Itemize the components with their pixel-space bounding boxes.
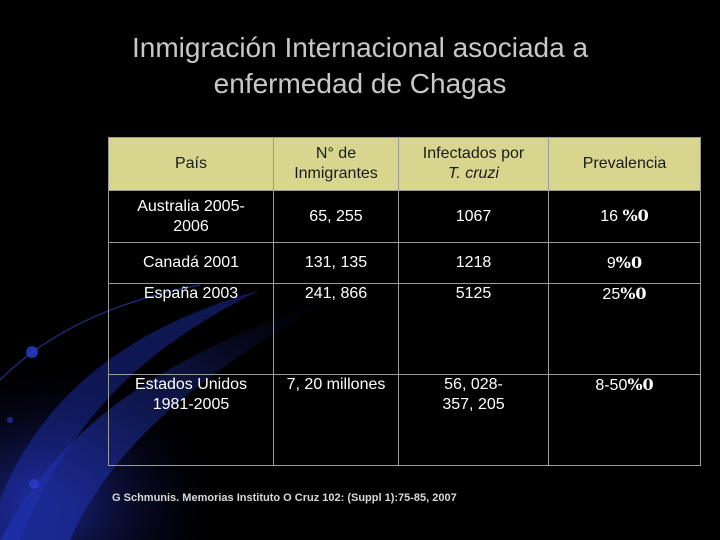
prevalencia-value: 16 (600, 208, 623, 225)
prevalencia-unit: %0 (615, 252, 643, 272)
header-pais-label: País (174, 155, 207, 172)
table-row: Australia 2005- 2006 65, 255 1067 16 %0 (108, 189, 701, 244)
header-inmigrantes-line-2: Inmigrantes (294, 165, 378, 182)
slide-title: Inmigración Internacional asociada a enf… (40, 30, 680, 102)
cell-prevalencia: 8-50%0 (548, 373, 701, 467)
cell-pais: Estados Unidos 1981-2005 (108, 373, 274, 467)
table-row: Estados Unidos 1981-2005 7, 20 millones … (108, 373, 701, 467)
prevalencia-value: 25 (602, 286, 621, 304)
cell-infectados: 1218 (398, 242, 549, 285)
prevalencia-value: 9 (606, 254, 616, 272)
header-prevalencia-label: Prevalencia (582, 155, 667, 172)
cell-prevalencia: 25%0 (548, 283, 701, 375)
cell-inmigrantes: 131, 135 (273, 242, 399, 285)
header-prevalencia: Prevalencia (548, 137, 701, 191)
cell-inmigrantes: 7, 20 millones (273, 373, 399, 467)
title-line-2: enfermedad de Chagas (213, 68, 507, 99)
cell-pais: España 2003 (108, 283, 274, 375)
header-inmigrantes-line-1: N° de (315, 145, 357, 162)
table-header-row: País N° de Inmigrantes Infectados por T.… (108, 137, 701, 191)
header-infectados: Infectados por T. cruzi (398, 137, 549, 191)
cell-pais-line-1: Estados Unidos (134, 375, 248, 393)
table-row: Canadá 2001 131, 135 1218 9%0 (108, 242, 701, 285)
header-inmigrantes: N° de Inmigrantes (273, 137, 399, 191)
cell-pais-line-2: 2006 (173, 217, 209, 235)
cell-pais: Australia 2005- 2006 (108, 189, 274, 244)
citation: G Schmunis. Memorias Instituto O Cruz 10… (112, 492, 457, 504)
cell-pais-line-2: 1981-2005 (152, 395, 230, 413)
title-line-1: Inmigración Internacional asociada a (131, 32, 589, 63)
cell-prevalencia: 9%0 (548, 242, 701, 285)
chagas-immigration-table: País N° de Inmigrantes Infectados por T.… (108, 137, 701, 467)
prevalencia-unit: %0 (622, 206, 649, 225)
table-row: España 2003 241, 866 5125 25%0 (108, 283, 701, 375)
cell-pais: Canadá 2001 (108, 242, 274, 285)
header-infectados-line-1: Infectados por (422, 145, 525, 162)
cell-prevalencia: 16 %0 (548, 189, 701, 244)
header-pais: País (108, 137, 274, 191)
header-infectados-line-2: T. cruzi (448, 165, 499, 182)
cell-inmigrantes: 65, 255 (273, 189, 399, 244)
cell-pais-line-1: Australia 2005- (137, 197, 245, 215)
prevalencia-unit: %0 (620, 284, 647, 304)
cell-infectados-line-2: 357, 205 (442, 395, 505, 413)
prevalencia-value: 8-50 (595, 376, 628, 394)
cell-infectados: 5125 (398, 283, 549, 375)
cell-infectados-line-1: 56, 028- (444, 375, 503, 393)
cell-infectados: 56, 028- 357, 205 (398, 373, 549, 467)
cell-inmigrantes: 241, 866 (273, 283, 399, 375)
prevalencia-unit: %0 (627, 374, 654, 394)
cell-infectados: 1067 (398, 189, 549, 244)
